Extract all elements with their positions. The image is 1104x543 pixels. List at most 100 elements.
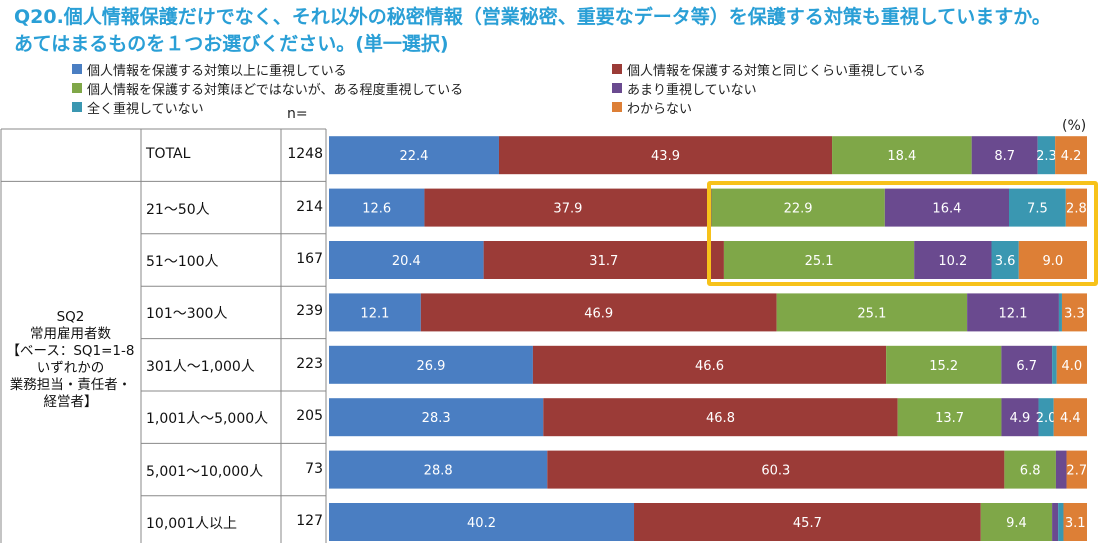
legend-swatch	[612, 83, 622, 93]
bar-segment	[1052, 345, 1057, 384]
percent-unit: (%)	[1062, 118, 1087, 134]
category-label: 1,001人～5,000人	[146, 411, 269, 428]
data-label: 9.0	[1043, 254, 1064, 269]
category-label: 101～300人	[146, 306, 228, 323]
category-label: TOTAL	[146, 146, 191, 163]
data-label: 18.4	[887, 149, 916, 164]
bar-segment	[1058, 293, 1062, 332]
data-label: 22.4	[400, 149, 429, 164]
bar-segment	[1004, 450, 1056, 489]
data-label: 13.7	[935, 411, 964, 426]
category-label: 5,001～10,000人	[146, 463, 264, 480]
group-label-line: 業務担当・責任者・	[9, 377, 132, 393]
group-label-line: 常用雇用者数	[30, 326, 111, 342]
data-label: 26.9	[416, 359, 445, 374]
data-label: 9.4	[1006, 516, 1027, 531]
bar-segment	[329, 345, 533, 384]
data-label: 20.4	[392, 254, 421, 269]
bar-segment	[886, 345, 1002, 384]
bar-segment	[634, 503, 981, 541]
n-value: 214	[296, 198, 323, 215]
bar-segment	[1055, 450, 1067, 489]
bar-segment	[329, 293, 421, 332]
n-value: 223	[296, 355, 323, 372]
legend-label: 全く重視していない	[87, 101, 204, 117]
bar-segment	[723, 241, 915, 279]
bar-segment	[329, 450, 548, 489]
bar-segment	[897, 398, 1002, 437]
bar-segment	[1018, 241, 1087, 279]
legend-item: 個人情報を保護する対策以上に重視している	[72, 61, 347, 79]
bar-segment	[711, 188, 885, 227]
group-label-line: いずれかの	[36, 360, 105, 376]
data-label: 16.4	[932, 202, 961, 217]
bar-segment	[498, 136, 833, 175]
data-label: 25.1	[857, 306, 886, 321]
data-label: 6.8	[1020, 464, 1041, 479]
legend-swatch	[612, 102, 622, 112]
category-label: 51～100人	[146, 254, 219, 270]
bar-segment	[1009, 188, 1066, 227]
bar-segment	[1052, 503, 1059, 541]
bar-segment	[884, 188, 1010, 227]
group-label-line: SQ2	[56, 309, 85, 325]
group-label-line: 【ベース：SQ1=1-8	[6, 343, 135, 359]
data-label: 10.2	[938, 254, 967, 269]
bar-segment	[832, 136, 972, 175]
n-value: 127	[296, 513, 323, 529]
legend-label: 個人情報を保護する対策以上に重視している	[87, 63, 347, 79]
legend-label: 個人情報を保護する対策ほどではないが、ある程度重視している	[87, 82, 464, 98]
data-label: 4.4	[1060, 411, 1081, 426]
bar-segment	[329, 503, 635, 541]
data-label: 15.2	[929, 359, 958, 374]
bar-segment	[1056, 345, 1087, 384]
bar-segment	[1058, 503, 1064, 541]
bar-segment	[424, 188, 712, 227]
bar-segment	[1055, 136, 1087, 175]
n-value: 205	[296, 408, 323, 425]
bar-segment	[1037, 136, 1056, 175]
bar-segment	[1065, 188, 1087, 227]
legend-item: 個人情報を保護する対策と同じくらい重視している	[612, 61, 926, 79]
data-label: 2.3	[1036, 149, 1057, 164]
legend-item: 個人情報を保護する対策ほどではないが、ある程度重視している	[72, 80, 464, 98]
data-label: 3.1	[1065, 516, 1086, 531]
bar-segment	[483, 241, 724, 279]
n-value: 1248	[287, 146, 323, 163]
data-label: 12.1	[999, 306, 1028, 321]
bar-segment	[1038, 398, 1054, 437]
bar-segment	[1061, 293, 1087, 332]
data-label: 28.3	[422, 411, 451, 426]
data-label: 3.3	[1064, 306, 1085, 321]
bar-segment	[329, 136, 499, 175]
bar-segment	[329, 398, 544, 437]
data-label: 46.6	[695, 359, 724, 374]
legend-item: 全く重視していない	[72, 99, 204, 117]
data-label: 4.2	[1061, 149, 1082, 164]
category-label: 21～50人	[146, 201, 210, 218]
legend-label: わからない	[627, 101, 693, 117]
n-value: 73	[305, 460, 323, 477]
legend-swatch	[72, 83, 82, 93]
data-label: 37.9	[553, 202, 582, 217]
bar-segment	[329, 188, 425, 227]
bar-segment	[914, 241, 992, 279]
category-label: 10,001人以上	[146, 516, 237, 532]
chart-subtitle: あてはまるものを１つお選びください。(単一選択)	[14, 33, 449, 55]
data-label: 12.6	[362, 202, 391, 217]
legend-item: あまり重視していない	[612, 80, 757, 98]
bar-segment	[420, 293, 777, 332]
data-label: 60.3	[761, 464, 790, 479]
legend-swatch	[612, 64, 622, 74]
data-label: 45.7	[793, 516, 822, 531]
data-label: 12.1	[360, 306, 389, 321]
data-label: 46.8	[706, 411, 735, 426]
bar-segment	[1053, 398, 1087, 437]
n-value: 167	[296, 251, 323, 267]
legend-label: 個人情報を保護する対策と同じくらい重視している	[627, 63, 926, 79]
legend-label: あまり重視していない	[627, 82, 757, 98]
data-label: 28.8	[424, 464, 453, 479]
data-label: 2.0	[1036, 411, 1057, 426]
data-label: 4.0	[1061, 359, 1082, 374]
